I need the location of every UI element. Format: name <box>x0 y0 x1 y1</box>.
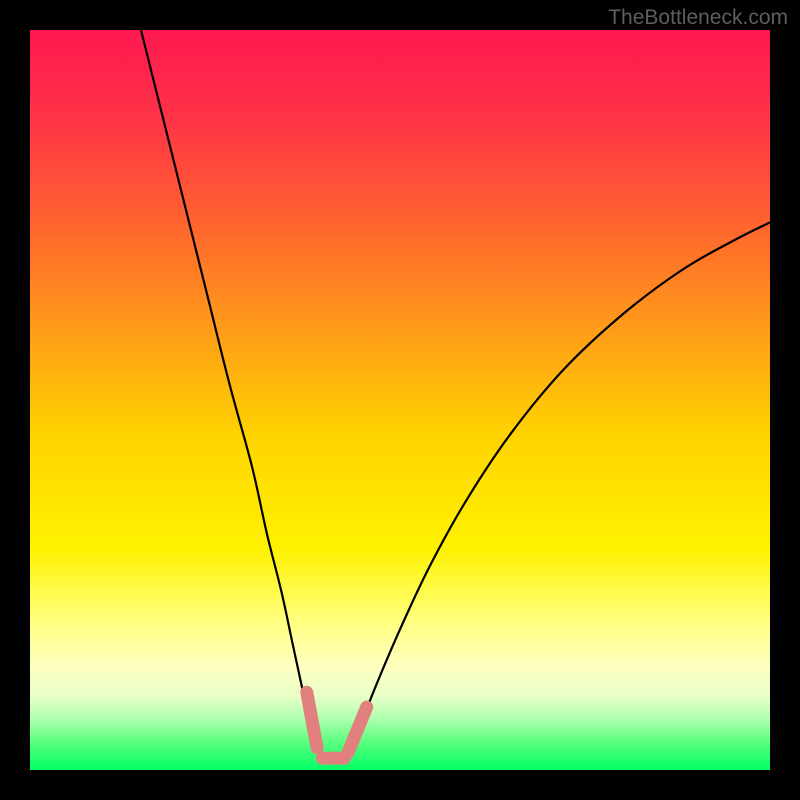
watermark-text: TheBottleneck.com <box>608 6 788 30</box>
plot-background <box>30 30 770 770</box>
bottleneck-chart <box>0 0 800 800</box>
